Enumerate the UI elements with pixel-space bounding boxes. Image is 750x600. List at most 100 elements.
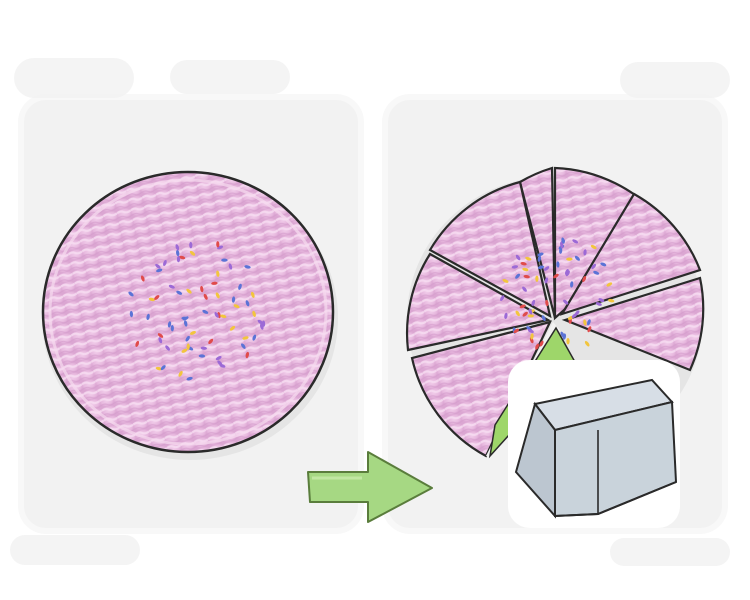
sprinkle bbox=[598, 298, 605, 303]
sprinkle bbox=[148, 297, 156, 302]
sprinkle bbox=[252, 334, 257, 341]
sprinkle bbox=[202, 309, 209, 314]
sprinkle bbox=[537, 252, 544, 257]
sprinkle bbox=[515, 254, 521, 261]
sprinkle bbox=[200, 285, 204, 293]
sprinkle bbox=[146, 313, 150, 321]
sprinkle bbox=[582, 276, 587, 282]
sprinkle bbox=[587, 326, 592, 333]
sprinkle bbox=[245, 351, 250, 359]
sprinkle bbox=[160, 365, 166, 371]
sprinkle bbox=[135, 340, 140, 347]
sprinkle bbox=[217, 360, 223, 366]
sprinkle bbox=[523, 274, 530, 279]
sprinkle bbox=[502, 278, 509, 283]
sprinkle bbox=[535, 343, 540, 350]
sprinkle bbox=[252, 310, 256, 317]
sprinkle bbox=[189, 250, 196, 256]
sprinkle bbox=[189, 241, 193, 249]
sprinkle bbox=[198, 354, 206, 358]
sprinkle bbox=[182, 316, 189, 321]
sprinkle bbox=[564, 268, 569, 276]
sprinkle bbox=[214, 312, 219, 318]
sprinkle bbox=[129, 310, 134, 318]
sprinkle bbox=[570, 281, 574, 288]
sprinkle bbox=[515, 273, 521, 279]
sprinkle bbox=[561, 237, 565, 244]
sprinkle bbox=[221, 258, 228, 262]
sprinkle bbox=[140, 275, 145, 282]
sprinkle bbox=[244, 265, 251, 269]
sprinkle bbox=[504, 312, 508, 320]
sprinkle bbox=[211, 281, 218, 285]
sprinkle bbox=[155, 263, 161, 269]
sprinkle bbox=[583, 249, 587, 256]
sprinkle bbox=[522, 286, 527, 292]
background-smudge bbox=[170, 60, 290, 94]
sprinkle bbox=[241, 343, 246, 349]
sprinkle bbox=[168, 284, 175, 289]
whole-pie bbox=[41, 170, 338, 460]
sprinkle bbox=[574, 255, 580, 261]
sprinkle bbox=[525, 256, 532, 261]
sprinkle bbox=[541, 315, 546, 322]
sprinkle bbox=[186, 288, 192, 294]
sprinkle bbox=[155, 366, 162, 371]
sprinkles bbox=[128, 241, 266, 381]
sprinkle bbox=[527, 314, 534, 318]
sprinkle bbox=[189, 330, 197, 335]
background-smudge bbox=[620, 62, 730, 98]
sprinkle bbox=[595, 302, 602, 306]
sprinkle bbox=[606, 282, 613, 287]
sprinkle bbox=[186, 343, 190, 350]
sprinkles bbox=[500, 237, 615, 350]
sprinkle bbox=[208, 338, 214, 344]
right-arrow-icon bbox=[307, 451, 433, 523]
sprinkle bbox=[527, 329, 534, 334]
sprinkle bbox=[215, 292, 220, 299]
sprinkle bbox=[167, 321, 172, 328]
sprinkle bbox=[522, 267, 529, 272]
sprinkle bbox=[591, 263, 597, 270]
sprinkle bbox=[128, 291, 134, 297]
sprinkle bbox=[176, 255, 181, 263]
sprinkle bbox=[520, 261, 527, 266]
sprinkle bbox=[231, 296, 236, 303]
background-smudge bbox=[14, 58, 134, 98]
sprinkle bbox=[566, 338, 570, 345]
sprinkle bbox=[566, 257, 573, 261]
sprinkle bbox=[178, 255, 186, 260]
sprinkle bbox=[165, 345, 170, 351]
sprinkle bbox=[216, 241, 220, 248]
sprinkle bbox=[176, 290, 183, 295]
sprinkle bbox=[156, 268, 163, 273]
sprinkle bbox=[229, 325, 236, 331]
sprinkle bbox=[500, 295, 505, 301]
sprinkle bbox=[556, 261, 560, 268]
sprinkle bbox=[158, 337, 163, 344]
background-smudge bbox=[10, 535, 140, 565]
sprinkle bbox=[593, 270, 600, 275]
sprinkle bbox=[175, 244, 180, 251]
sprinkle bbox=[530, 333, 534, 340]
sprinkle bbox=[186, 376, 193, 381]
sprinkle bbox=[519, 304, 526, 309]
sprinkle bbox=[600, 262, 607, 267]
sprinkle bbox=[250, 291, 255, 298]
sprinkle bbox=[584, 340, 590, 347]
sprinkle bbox=[513, 328, 520, 334]
sprinkle bbox=[515, 310, 520, 317]
sprinkle bbox=[528, 308, 533, 315]
sprinkle bbox=[560, 331, 565, 338]
sprinkle bbox=[522, 311, 528, 317]
sprinkle bbox=[220, 314, 227, 319]
background-smudge bbox=[610, 538, 730, 566]
sprinkle bbox=[183, 320, 188, 327]
sprinkle bbox=[157, 333, 164, 338]
sprinkle bbox=[539, 340, 544, 347]
sprinkle bbox=[181, 348, 188, 353]
sprinkle bbox=[176, 249, 180, 257]
sprinkle bbox=[238, 283, 242, 290]
